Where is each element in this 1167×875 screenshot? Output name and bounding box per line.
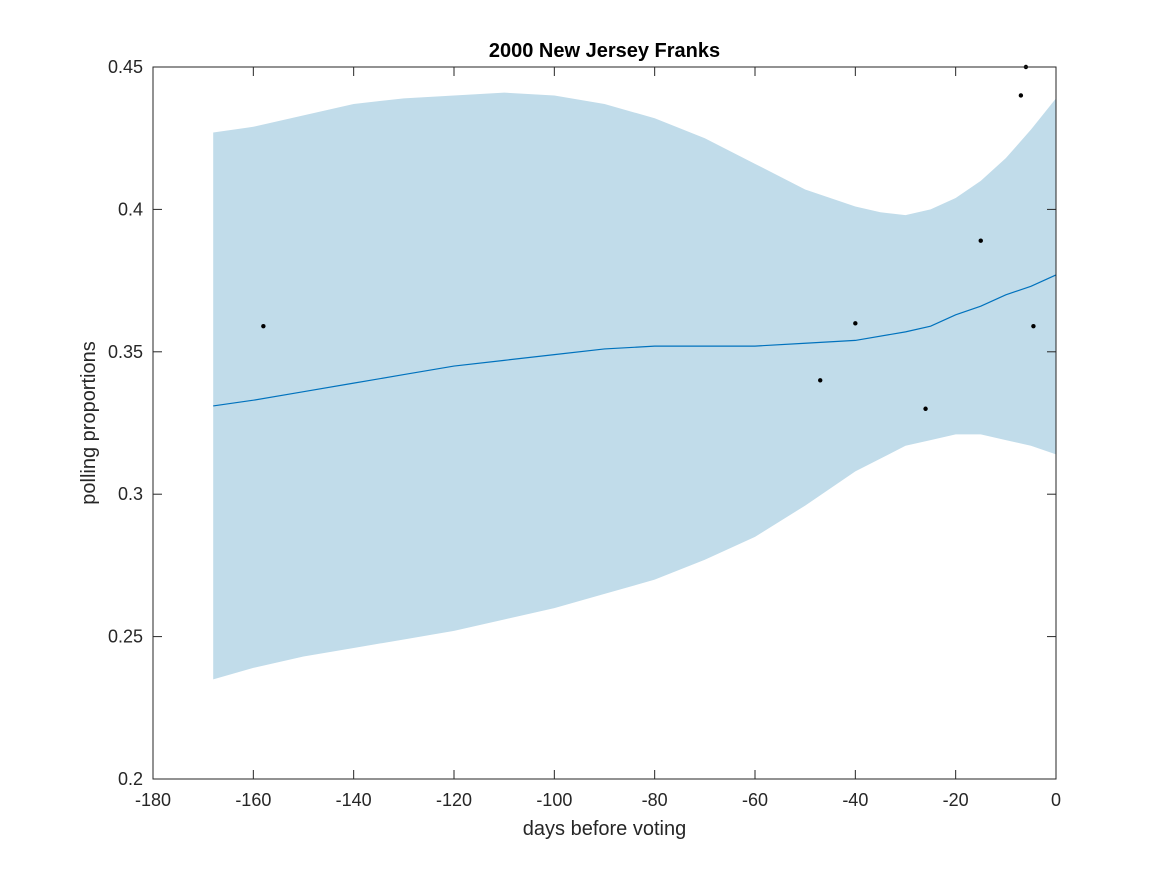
x-tick-label-4: -100	[536, 790, 572, 810]
x-tick-label-8: -20	[943, 790, 969, 810]
axes-box	[152, 66, 1057, 780]
poll-point-5	[978, 238, 983, 243]
confidence-band	[213, 92, 1056, 680]
x-tick-label-6: -60	[742, 790, 768, 810]
y-tick-label-4: 0.4	[118, 199, 143, 219]
y-tick-label-5: 0.45	[108, 57, 143, 77]
x-tick-labels: -180 -160 -140 -120 -100 -80 -60 -40 -20 0	[135, 790, 1061, 810]
y-tick-label-1: 0.25	[108, 627, 143, 647]
x-tick-label-9: 0	[1051, 790, 1061, 810]
poll-point-3	[853, 321, 858, 326]
x-tick-label-3: -120	[436, 790, 472, 810]
x-tick-label-0: -180	[135, 790, 171, 810]
x-tick-label-7: -40	[842, 790, 868, 810]
confidence-band-layer	[213, 92, 1056, 680]
poll-point-2	[818, 378, 823, 383]
x-tick-label-1: -160	[235, 790, 271, 810]
y-tick-label-3: 0.35	[108, 342, 143, 362]
y-tick-labels: 0.2 0.25 0.3 0.35 0.4 0.45	[108, 57, 143, 789]
x-axis-label: days before voting	[523, 818, 686, 840]
poll-point-8	[1031, 323, 1036, 329]
poll-point-4	[923, 406, 928, 411]
x-tick-label-2: -140	[336, 790, 372, 810]
mean-line-layer	[213, 274, 1057, 407]
poll-point-6	[1018, 93, 1024, 98]
x-tick-label-5: -80	[642, 790, 668, 810]
y-tick-label-0: 0.2	[118, 769, 143, 789]
y-axis-label: polling proportions	[78, 341, 100, 504]
chart-title: 2000 New Jersey Franks	[489, 40, 720, 62]
axes	[152, 66, 1057, 780]
mean-trend-line	[213, 274, 1057, 407]
poll-point-1	[261, 323, 266, 329]
y-tick-label-2: 0.3	[118, 484, 143, 504]
